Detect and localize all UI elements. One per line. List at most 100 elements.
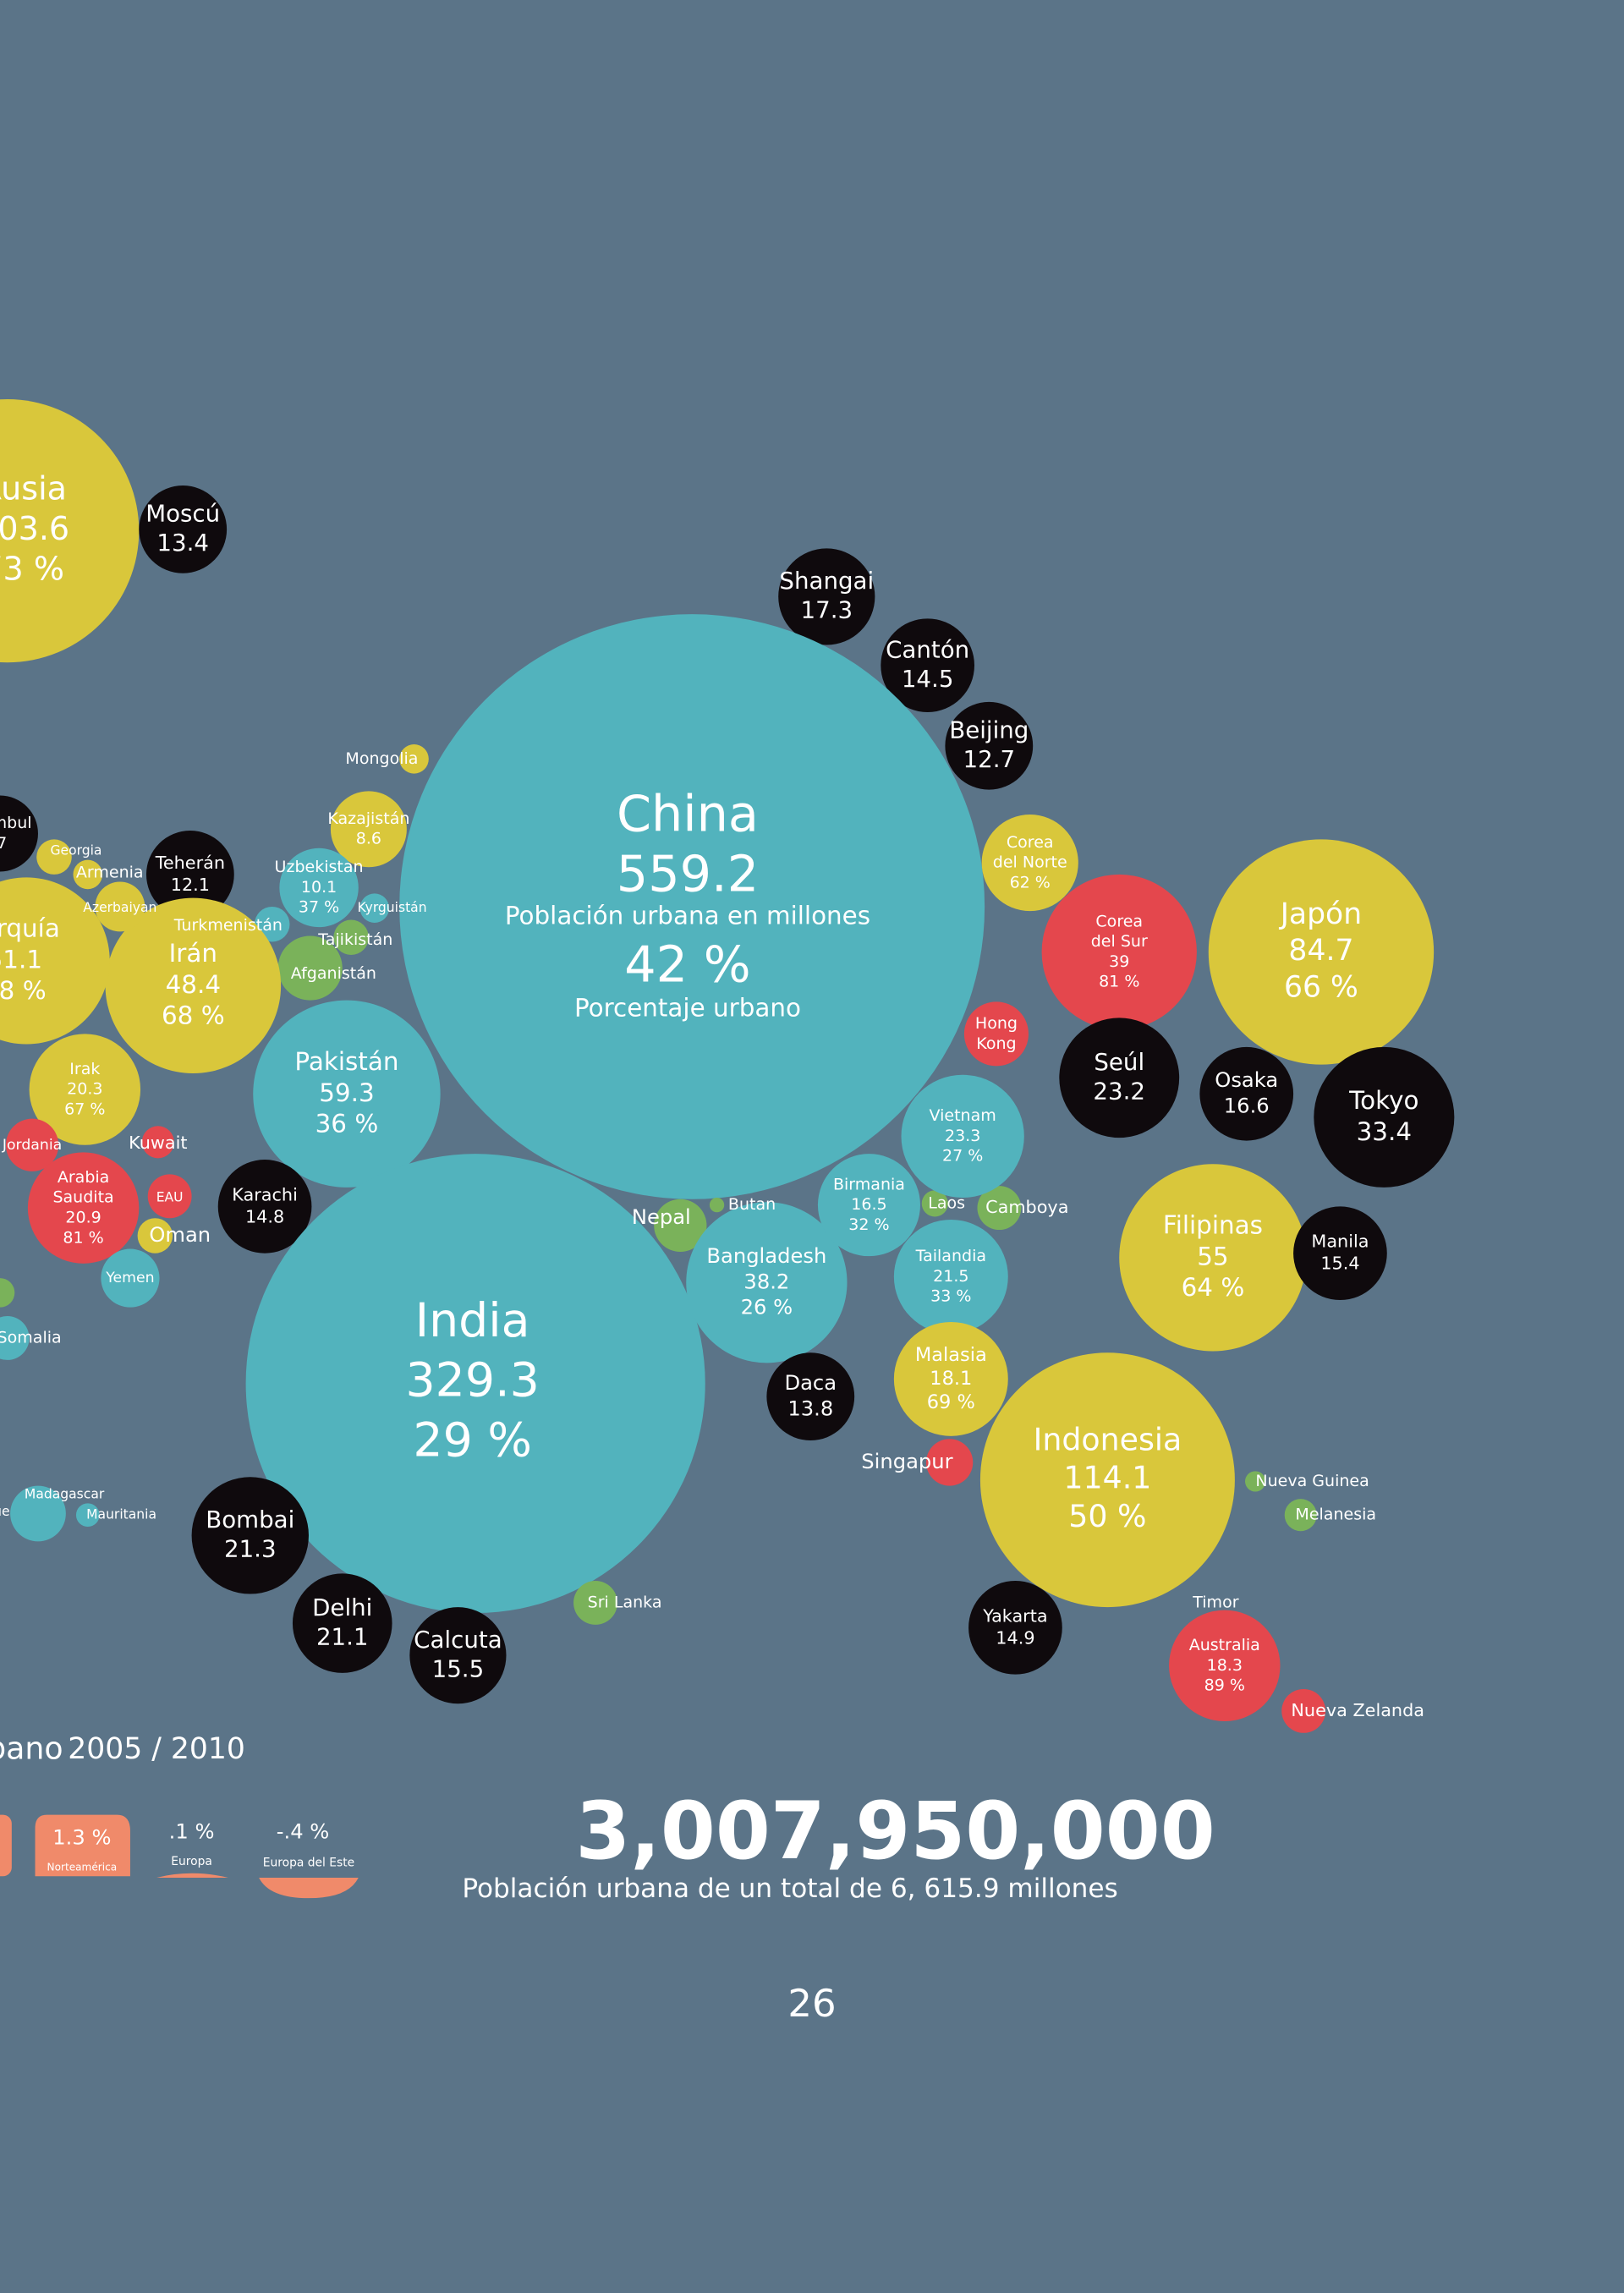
bubble	[893, 1321, 1008, 1436]
bubble	[217, 1160, 312, 1253]
bubble-label: 10.1	[301, 878, 337, 897]
growth-region: Norteamérica	[47, 1861, 118, 1873]
bubble-label: Camboya	[985, 1197, 1068, 1217]
bubble-label: Jordania	[2, 1137, 62, 1154]
bubble	[191, 1477, 309, 1594]
bubble-label: 73 %	[0, 551, 64, 588]
bubble-label: Delhi	[312, 1594, 372, 1621]
bubble-label: 84.7	[1288, 934, 1353, 968]
total-caption: Población urbana de un total de 6, 615.9…	[462, 1873, 1117, 1904]
bubble-label: 559.2	[617, 844, 759, 902]
bubble-label: Shangai	[779, 567, 874, 595]
bubble-label: China	[617, 785, 759, 843]
bubble-label: Población urbana en millones	[505, 902, 870, 930]
bubble-label: 32 %	[848, 1215, 889, 1234]
bubble	[29, 1034, 141, 1145]
bubble-label: 15.5	[432, 1654, 485, 1682]
bubble	[139, 485, 228, 573]
bubble-label: 14.5	[902, 665, 954, 693]
bubble	[73, 859, 103, 890]
bubble-label: 64 %	[1182, 1273, 1245, 1302]
bubble-label: Nueva Zelanda	[1291, 1700, 1424, 1720]
bubble-label: Uzbekistan	[275, 858, 364, 876]
bubble	[778, 548, 875, 645]
bubble-label: Australia	[1189, 1636, 1260, 1654]
bubble-label: 69 %	[927, 1391, 975, 1413]
bubble	[977, 1186, 1022, 1231]
bubble-label: Mauritania	[86, 1507, 156, 1522]
growth-swatch	[0, 1814, 12, 1877]
bubble-label: Vietnam	[930, 1106, 996, 1125]
bubble	[1284, 1499, 1317, 1532]
growth-region: Europa	[171, 1855, 212, 1868]
bubble-label: Saudita	[52, 1188, 113, 1207]
growth-swatch	[156, 1873, 228, 1878]
bubble	[901, 1074, 1024, 1199]
bubble	[893, 1219, 1008, 1334]
bubble-label: 15.4	[1320, 1253, 1359, 1274]
growth-swatch	[259, 1877, 359, 1899]
bubble-label: 18.1	[930, 1368, 972, 1390]
bubble-label: Kazajistán	[327, 809, 409, 828]
bubble	[253, 1000, 441, 1188]
bubble-label: Mozambique	[0, 1504, 10, 1519]
bubble	[101, 1248, 160, 1308]
bubble	[409, 1607, 507, 1704]
bubble-label: Madagascar	[25, 1486, 105, 1501]
bubble	[333, 919, 369, 956]
bubble	[0, 877, 110, 1045]
bubble-label: Corea	[1007, 833, 1054, 852]
growth-period: 2005 / 2010	[68, 1732, 245, 1766]
bubble-label: Oman	[149, 1223, 211, 1247]
bubble-label: Azerbaiyan	[83, 900, 156, 915]
bubble	[137, 1218, 173, 1253]
bubble-label: Teherán	[155, 853, 225, 873]
bubble-label: Osaka	[1215, 1068, 1278, 1092]
bubble-label: Kuwait	[129, 1133, 187, 1153]
bubble-label: 62 %	[1010, 873, 1051, 891]
bubble	[981, 815, 1078, 912]
bubble-label: Turquía	[0, 914, 60, 943]
bubble-label: Mongolia	[345, 749, 418, 768]
bubble	[27, 1152, 140, 1264]
bubble	[0, 1278, 15, 1308]
bubble	[1059, 1018, 1180, 1138]
bubble	[979, 1352, 1235, 1608]
total-value: 3,007,950,000	[575, 1786, 1215, 1878]
bubble-label: Yakarta	[982, 1605, 1047, 1626]
bubble-label: 9.7	[0, 834, 7, 853]
bubble-label: 81 %	[1099, 973, 1139, 991]
bubble-label: EAU	[156, 1190, 184, 1205]
bubble-label: India	[415, 1294, 530, 1348]
bubble-label: Yemen	[105, 1270, 154, 1286]
bubble-label: Arabia	[58, 1168, 110, 1187]
bubble-label: Nueva Guinea	[1255, 1472, 1369, 1490]
bubble	[279, 848, 359, 928]
bubble-label: 8.6	[356, 830, 381, 848]
bubble	[1199, 1046, 1294, 1141]
bubble-label: Timor	[1192, 1593, 1238, 1611]
bubble-label: Pakistán	[294, 1047, 398, 1076]
bubble-label: 21.3	[224, 1535, 277, 1563]
bubble-label: Afganistán	[291, 964, 376, 983]
bubble-label: 29 %	[413, 1414, 532, 1468]
bubble	[686, 1202, 848, 1363]
growth-value: -.4 %	[277, 1819, 330, 1843]
bubble-label: 13.8	[787, 1396, 833, 1420]
bubble-label: Irak	[69, 1060, 100, 1078]
bubble-label: 12.1	[171, 875, 210, 895]
bubble-label: del Sur	[1091, 932, 1148, 951]
bubble-label: 13.4	[156, 529, 209, 557]
bubble-label: 66 %	[1284, 970, 1358, 1004]
bubble-label: Japón	[1279, 897, 1362, 931]
bubble	[292, 1573, 392, 1673]
bubble	[945, 701, 1034, 790]
growth-region: Europa del Este	[263, 1857, 354, 1870]
bubble	[245, 1154, 705, 1614]
bubble-label: Tailandia	[915, 1247, 986, 1265]
bubble-label: 33.4	[1357, 1117, 1412, 1146]
bubble-label: Hong	[975, 1014, 1018, 1033]
bubble-label: Porcentaje urbano	[574, 993, 801, 1022]
